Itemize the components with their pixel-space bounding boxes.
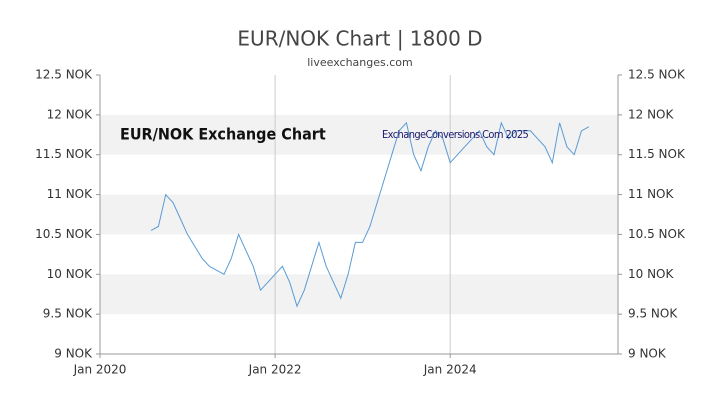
x-tick-label: Jan 2020: [73, 363, 127, 377]
grid-band: [100, 274, 618, 315]
y2-tick-label: 9 NOK: [628, 347, 667, 361]
y-tick-label: 11 NOK: [47, 187, 94, 201]
grid-band: [100, 194, 618, 235]
x-tick-label: Jan 2024: [423, 363, 477, 377]
y-tick-label: 11.5 NOK: [35, 147, 93, 161]
y2-tick-label: 9.5 NOK: [628, 307, 678, 321]
y-tick-label: 12 NOK: [47, 107, 94, 121]
y2-tick-label: 12.5 NOK: [628, 68, 686, 82]
y2-tick-label: 11.5 NOK: [628, 147, 686, 161]
price-line: [150, 121, 590, 308]
y2-tick-label: 12 NOK: [628, 107, 675, 121]
annotation: ExchangeConversions.Com 2025: [382, 128, 529, 141]
chart-subtitle: liveexchanges.com: [307, 56, 412, 69]
y2-tick-label: 10 NOK: [628, 267, 675, 281]
y2-tick-label: 11 NOK: [628, 187, 675, 201]
grid-band: [100, 114, 618, 155]
x-tick-label: Jan 2022: [248, 363, 302, 377]
y-tick-label: 12.5 NOK: [35, 68, 93, 82]
y-tick-label: 10.5 NOK: [35, 227, 93, 241]
annotation: EUR/NOK Exchange Chart: [120, 125, 326, 144]
y-tick-label: 10 NOK: [47, 267, 94, 281]
y-tick-label: 9.5 NOK: [43, 307, 93, 321]
chart-title: EUR/NOK Chart | 1800 D: [237, 27, 482, 51]
y2-tick-label: 10.5 NOK: [628, 227, 686, 241]
y-tick-label: 9 NOK: [54, 347, 93, 361]
